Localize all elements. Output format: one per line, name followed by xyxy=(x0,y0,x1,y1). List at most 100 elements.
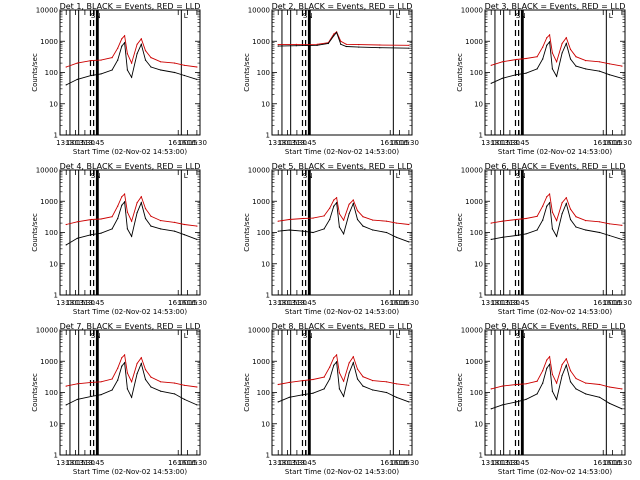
data-point-events xyxy=(621,238,623,240)
series-line-lld xyxy=(66,353,197,388)
x-tick-label: 13:45 xyxy=(84,459,104,467)
data-point-events xyxy=(111,228,113,230)
data-point-lld xyxy=(100,59,102,61)
interval-marker: S xyxy=(303,332,308,340)
data-point-lld xyxy=(569,48,572,51)
data-point-lld xyxy=(621,224,623,226)
plot-frame xyxy=(484,169,626,296)
panel-det8: Det 8, BLACK = Events, RED = LLD 1 10 100 10… xyxy=(243,322,419,476)
data-point-events xyxy=(501,404,503,406)
data-point-events xyxy=(515,401,517,403)
data-point-events xyxy=(501,236,503,238)
data-point-events xyxy=(183,234,185,236)
data-point-lld xyxy=(340,40,342,42)
data-point-events xyxy=(323,388,325,390)
x-tick-label: 16:30 xyxy=(187,139,207,147)
y-tick-label: 1000 xyxy=(40,38,58,46)
data-point-lld xyxy=(338,372,340,374)
y-tick-label: 1000 xyxy=(40,358,58,366)
data-point-lld xyxy=(150,215,152,217)
interval-marker: N xyxy=(95,332,100,340)
data-point-events xyxy=(372,389,374,391)
data-point-lld xyxy=(372,380,374,382)
data-point-lld xyxy=(183,384,185,386)
data-point-lld xyxy=(302,380,304,382)
data-point-events xyxy=(131,235,133,237)
x-tick-label: 13:00 xyxy=(481,459,501,467)
y-tick-label: 1000 xyxy=(252,358,270,366)
data-point-lld xyxy=(599,383,601,386)
data-point-lld xyxy=(338,213,340,215)
data-point-events xyxy=(65,244,67,246)
data-point-events xyxy=(111,389,113,391)
x-tick-label: 13:00 xyxy=(481,139,501,147)
x-tick-label: 13:30 xyxy=(287,139,307,147)
y-tick-label: 1000 xyxy=(465,358,483,366)
panel-det9: Det 9, BLACK = Events, RED = LLD 1 10 100 10… xyxy=(456,322,632,476)
data-point-events xyxy=(343,395,345,397)
data-point-events xyxy=(126,228,128,230)
data-point-events xyxy=(515,234,517,237)
data-point-lld xyxy=(76,221,78,223)
data-point-lld xyxy=(551,211,554,213)
data-point-lld xyxy=(542,205,544,207)
data-point-events xyxy=(117,59,119,61)
data-point-events xyxy=(585,68,587,70)
data-point-events xyxy=(288,396,290,398)
data-point-events xyxy=(90,395,92,397)
y-tick-label: 1 xyxy=(54,132,58,140)
data-point-events xyxy=(76,78,78,80)
series-line-events xyxy=(491,363,623,410)
data-point-lld xyxy=(126,211,128,213)
x-tick-label: 13:00 xyxy=(56,139,76,147)
data-point-lld xyxy=(525,57,527,60)
data-point-events xyxy=(621,77,623,79)
data-point-lld xyxy=(333,199,335,201)
y-tick-label: 10 xyxy=(474,260,483,268)
x-tick-label: 13:15 xyxy=(65,139,85,147)
data-point-lld xyxy=(196,66,198,68)
data-point-lld xyxy=(395,383,397,385)
interval-marker: N xyxy=(520,172,525,180)
data-point-events xyxy=(140,43,142,45)
data-point-lld xyxy=(131,220,133,222)
data-point-lld xyxy=(117,367,119,369)
x-tick-label: 13:00 xyxy=(268,139,288,147)
interval-marker: L xyxy=(184,12,188,20)
data-point-lld xyxy=(536,56,538,58)
interval-marker: L xyxy=(396,332,400,340)
x-tick-label: 16:30 xyxy=(612,299,632,307)
data-point-events xyxy=(150,225,152,227)
x-tick-label: 13:45 xyxy=(84,139,104,147)
y-axis-label: Counts/sec xyxy=(456,373,464,412)
data-point-events xyxy=(549,202,551,204)
data-point-lld xyxy=(549,193,551,195)
series-line-lld xyxy=(66,193,197,227)
data-point-events xyxy=(356,218,359,221)
x-axis-label: Start Time (02-Nov-02 14:53:00) xyxy=(73,468,187,476)
plot-title: Det 4, BLACK = Events, RED = LLD xyxy=(60,162,201,171)
series-line-events xyxy=(278,201,410,243)
plot-frame xyxy=(271,329,413,456)
data-point-events xyxy=(565,202,567,205)
data-point-events xyxy=(174,393,176,395)
y-tick-label: 100 xyxy=(470,229,483,237)
plot-frame xyxy=(271,169,413,296)
y-tick-label: 1 xyxy=(479,292,483,300)
data-point-events xyxy=(65,84,67,86)
data-point-lld xyxy=(546,359,548,361)
data-point-events xyxy=(329,218,331,221)
data-point-events xyxy=(323,228,325,230)
data-point-events xyxy=(302,394,304,396)
data-point-events xyxy=(546,367,548,369)
y-tick-label: 10 xyxy=(49,420,58,428)
data-point-events xyxy=(551,68,554,70)
data-point-events xyxy=(174,71,176,74)
data-point-lld xyxy=(160,381,162,383)
data-point-events xyxy=(621,408,623,410)
data-point-events xyxy=(536,393,538,395)
data-point-lld xyxy=(549,356,551,358)
data-point-lld xyxy=(140,196,142,198)
x-tick-label: 13:30 xyxy=(75,139,95,147)
data-point-lld xyxy=(90,218,92,221)
